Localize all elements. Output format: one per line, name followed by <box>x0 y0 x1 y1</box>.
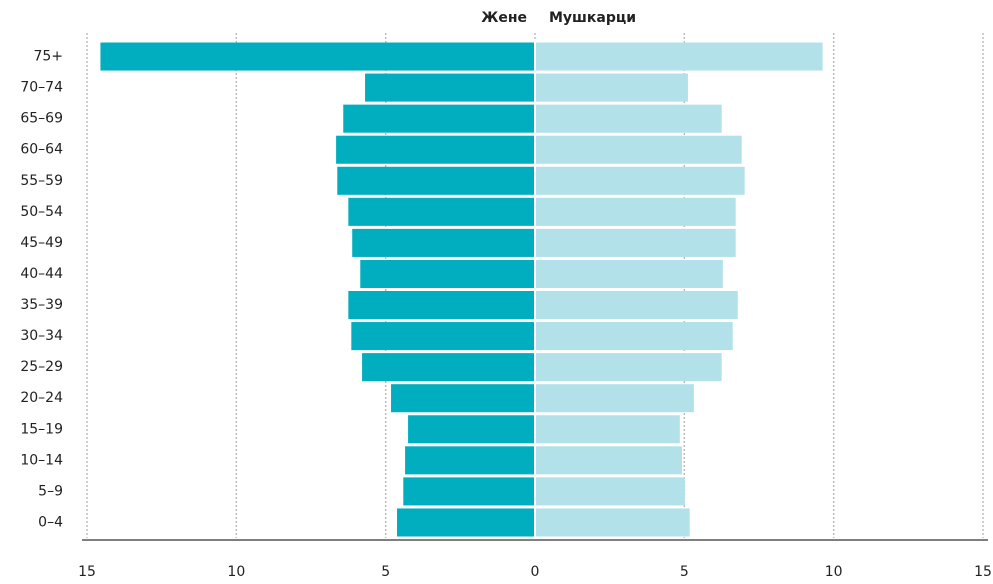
bar <box>352 228 535 257</box>
bar <box>535 73 688 102</box>
y-tick-label: 60–64 <box>20 142 63 158</box>
bar <box>337 166 535 195</box>
x-tick-label: 10 <box>227 564 245 580</box>
bar <box>535 166 745 195</box>
bar <box>360 259 535 288</box>
y-tick-label: 30–34 <box>20 328 63 344</box>
y-tick-label: 10–14 <box>20 452 63 468</box>
y-tick-label: 45–49 <box>20 235 63 251</box>
y-tick-label: 5–9 <box>38 483 63 499</box>
y-tick-label: 15–19 <box>20 421 63 437</box>
bar <box>100 42 535 71</box>
x-tick-label: 0 <box>531 564 540 580</box>
y-tick-label: 75+ <box>33 49 63 65</box>
legend-label: Жене <box>481 10 527 26</box>
bar <box>535 135 742 164</box>
bar <box>336 135 535 164</box>
bar <box>535 446 682 475</box>
y-tick-label: 40–44 <box>20 266 63 282</box>
bar <box>535 291 738 320</box>
legend-label: Мушкарци <box>549 10 636 26</box>
y-tick-label: 50–54 <box>20 204 63 220</box>
x-tick-label: 5 <box>381 564 390 580</box>
bar <box>535 259 723 288</box>
y-tick-label: 0–4 <box>38 514 63 530</box>
bar <box>535 353 722 382</box>
bar <box>351 322 535 351</box>
bar <box>535 477 685 506</box>
bar <box>403 477 535 506</box>
x-tick-label: 15 <box>974 564 992 580</box>
bar <box>348 291 535 320</box>
y-tick-label: 55–59 <box>20 173 63 189</box>
bar <box>362 353 535 382</box>
x-tick-label: 15 <box>78 564 96 580</box>
bar <box>408 415 535 444</box>
bar <box>535 197 736 226</box>
bar <box>535 228 736 257</box>
x-tick-label: 10 <box>825 564 843 580</box>
bar <box>535 42 823 71</box>
bar <box>343 104 535 133</box>
y-tick-label: 25–29 <box>20 359 63 375</box>
y-tick-label: 35–39 <box>20 297 63 313</box>
bar <box>348 197 535 226</box>
bar <box>405 446 535 475</box>
bar <box>535 322 733 351</box>
x-tick-label: 5 <box>680 564 689 580</box>
bar <box>535 415 680 444</box>
bar <box>391 384 535 413</box>
y-tick-label: 20–24 <box>20 390 63 406</box>
y-tick-label: 70–74 <box>20 80 63 96</box>
bar <box>535 508 690 537</box>
bar <box>397 508 535 537</box>
bar <box>535 104 722 133</box>
y-tick-label: 65–69 <box>20 111 63 127</box>
bar <box>535 384 694 413</box>
bar <box>365 73 535 102</box>
